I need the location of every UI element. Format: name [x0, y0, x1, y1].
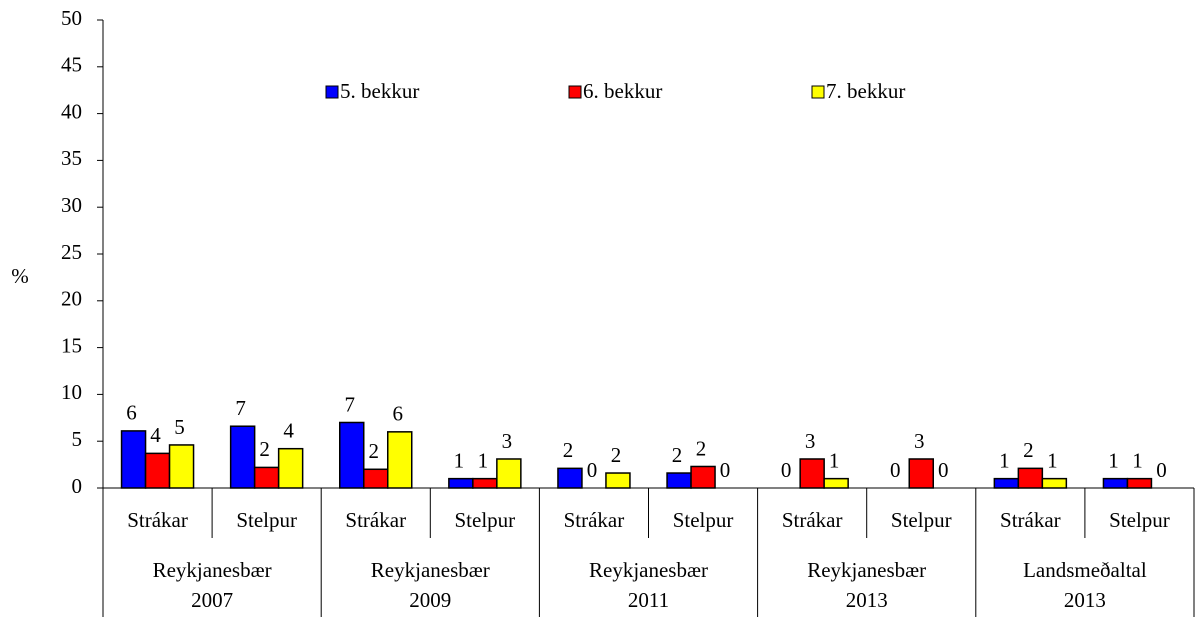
data-label: 2	[1023, 438, 1034, 462]
data-label: 1	[1132, 448, 1143, 472]
data-label: 2	[563, 438, 574, 462]
data-label: 3	[805, 429, 816, 453]
x-tick-label: Stelpur	[673, 508, 734, 532]
x-tick-label: Strákar	[345, 508, 406, 532]
data-label: 0	[781, 458, 792, 482]
data-label: 2	[672, 443, 683, 467]
data-label: 7	[235, 396, 246, 420]
bar	[387, 431, 413, 489]
x-tick-label: Strákar	[782, 508, 843, 532]
bar	[448, 477, 474, 489]
group-label: 2013	[1064, 588, 1106, 612]
data-label: 1	[999, 448, 1010, 472]
bar	[1041, 477, 1068, 489]
y-tick-label: 5	[72, 427, 83, 451]
bar	[363, 468, 389, 489]
data-label: 4	[150, 423, 161, 447]
y-tick-label: 40	[61, 99, 82, 123]
group-label: 2013	[846, 588, 888, 612]
bar	[1126, 477, 1153, 489]
y-tick-label: 20	[61, 287, 82, 311]
x-tick-label: Stelpur	[455, 508, 516, 532]
y-tick-label: 25	[61, 240, 82, 264]
legend-swatch	[325, 85, 339, 99]
legend-swatch	[811, 85, 825, 99]
bar	[472, 477, 498, 489]
y-tick-label: 35	[61, 146, 82, 170]
data-label: 3	[502, 429, 513, 453]
data-label: 1	[829, 448, 840, 472]
group-label: Reykjanesbær	[807, 558, 926, 582]
bar	[557, 467, 583, 489]
bar	[253, 466, 280, 489]
y-tick-label: 15	[61, 333, 82, 357]
legend-label: 6. bekkur	[583, 79, 662, 103]
y-tick-label: 50	[61, 6, 82, 30]
data-label: 2	[369, 439, 380, 463]
group-label: Reykjanesbær	[589, 558, 708, 582]
data-label: 1	[478, 448, 489, 472]
data-label: 1	[454, 448, 465, 472]
x-tick-label: Strákar	[564, 508, 625, 532]
legend-label: 5. bekkur	[340, 79, 419, 103]
x-tick-label: Stelpur	[891, 508, 952, 532]
legend-label: 7. bekkur	[826, 79, 905, 103]
bar	[666, 472, 692, 489]
data-label: 2	[696, 436, 707, 460]
bar	[993, 477, 1020, 489]
data-label: 2	[611, 443, 622, 467]
x-tick-label: Stelpur	[236, 508, 297, 532]
bar	[496, 458, 522, 489]
data-label: 4	[283, 419, 294, 443]
group-label: Reykjanesbær	[371, 558, 490, 582]
bar	[605, 472, 631, 489]
bar	[339, 421, 365, 489]
group-label: Reykjanesbær	[153, 558, 272, 582]
data-label: 3	[914, 429, 925, 453]
group-label: 2009	[409, 588, 451, 612]
data-label: 0	[587, 458, 598, 482]
data-label: 0	[1156, 458, 1167, 482]
data-label: 7	[345, 392, 356, 416]
data-label: 0	[720, 458, 731, 482]
bar	[229, 425, 256, 489]
bar	[120, 430, 147, 489]
bar	[908, 458, 934, 489]
bar	[823, 477, 849, 489]
group-label: 2011	[628, 588, 669, 612]
legend-swatch	[568, 85, 582, 99]
y-tick-label: 10	[61, 380, 82, 404]
bar	[799, 458, 825, 489]
bar	[690, 465, 716, 489]
data-label: 6	[393, 402, 404, 426]
y-axis-label: %	[11, 264, 29, 288]
y-tick-label: 45	[61, 53, 82, 77]
y-tick-label: 30	[61, 193, 82, 217]
group-label: 2007	[191, 588, 233, 612]
bar	[1102, 477, 1129, 489]
bar	[144, 452, 171, 489]
data-label: 0	[890, 458, 901, 482]
data-label: 0	[938, 458, 949, 482]
x-tick-label: Strákar	[127, 508, 188, 532]
y-tick-label: 0	[72, 474, 83, 498]
data-label: 5	[174, 415, 185, 439]
data-label: 1	[1108, 448, 1119, 472]
data-label: 6	[126, 401, 137, 425]
x-tick-label: Stelpur	[1109, 508, 1170, 532]
bar	[1017, 467, 1044, 489]
data-label: 2	[259, 437, 270, 461]
bar	[277, 447, 304, 489]
x-tick-label: Strákar	[1000, 508, 1061, 532]
bar	[168, 444, 195, 489]
data-label: 1	[1047, 448, 1058, 472]
group-label: Landsmeðaltal	[1023, 558, 1147, 582]
